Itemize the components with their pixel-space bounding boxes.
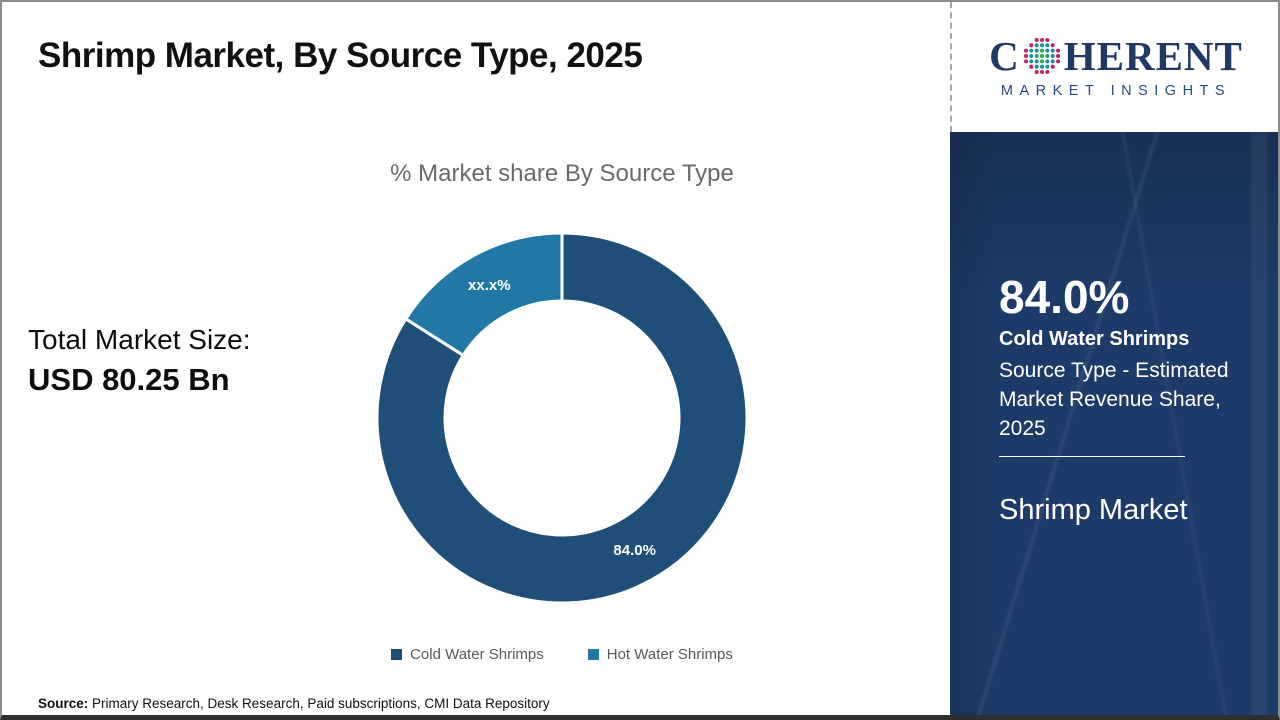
total-market-size-label: Total Market Size: — [28, 324, 251, 355]
legend-label-0: Cold Water Shrimps — [410, 646, 544, 663]
source-text: Primary Research, Desk Research, Paid su… — [88, 696, 550, 711]
logo-text-c: C — [989, 32, 1020, 79]
brand-logo: C HERENT — [989, 35, 1243, 77]
market-name: Shrimp Market — [999, 494, 1188, 526]
legend-label-1: Hot Water Shrimps — [606, 646, 733, 663]
chart-legend: Cold Water Shrimps Hot Water Shrimps — [282, 646, 842, 663]
dotted-globe-icon — [1023, 37, 1060, 75]
total-market-size-value: USD 80.25 Bn — [28, 362, 230, 397]
logo-subtitle: MARKET INSIGHTS — [1000, 83, 1232, 99]
legend-item-1: Hot Water Shrimps — [587, 646, 733, 663]
stat-value: 84.0% — [999, 271, 1130, 323]
stat-description: Source Type - Estimated Market Revenue S… — [999, 359, 1229, 440]
stat-divider — [999, 456, 1185, 457]
right-sidebar: C HERENT MARKET INSIGHTS 84.0% Cold Wate… — [950, 2, 1278, 715]
logo-area: C HERENT MARKET INSIGHTS — [950, 2, 1278, 132]
logo-text-herent: HERENT — [1063, 32, 1243, 79]
donut-segment-0 — [375, 231, 749, 605]
page-title: Shrimp Market, By Source Type, 2025 — [38, 36, 643, 75]
source-label: Source: — [38, 696, 89, 711]
donut-chart-svg: 84.0% xx.x% — [375, 231, 749, 605]
legend-item-0: Cold Water Shrimps — [391, 646, 544, 663]
donut-chart: 84.0% xx.x% — [362, 218, 762, 618]
donut-segment-label-0: 84.0% — [613, 542, 656, 559]
legend-swatch-1 — [587, 649, 599, 660]
legend-swatch-0 — [391, 649, 403, 660]
donut-segment-label-1: xx.x% — [468, 277, 511, 294]
donut-segment-1 — [403, 231, 564, 358]
source-line: Source: Primary Research, Desk Research,… — [38, 696, 550, 711]
chart-title: % Market share By Source Type — [390, 160, 734, 187]
stat-panel: 84.0% Cold Water Shrimps Source Type - E… — [950, 132, 1278, 715]
total-market-size-block: Total Market Size: USD 80.25 Bn — [28, 324, 251, 398]
stat-label: Cold Water Shrimps — [999, 328, 1190, 350]
